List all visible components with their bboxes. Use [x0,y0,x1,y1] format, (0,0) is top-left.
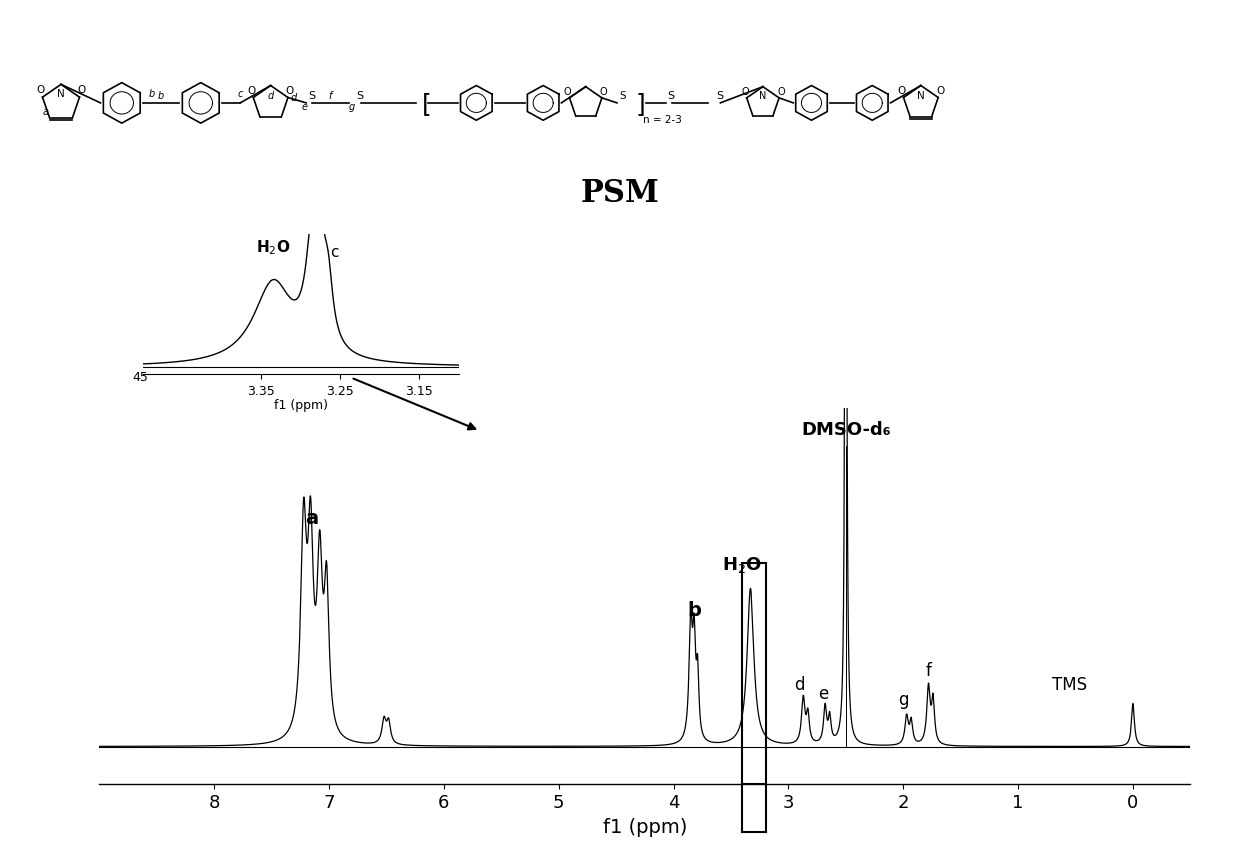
Text: S: S [667,91,675,101]
X-axis label: f1 (ppm): f1 (ppm) [603,817,687,836]
Text: O: O [742,86,749,96]
Text: d: d [268,90,274,101]
Text: DMSO-d₆: DMSO-d₆ [801,421,890,439]
Text: g: g [898,690,909,708]
Text: b: b [687,600,701,619]
Text: S: S [619,91,625,101]
Text: S: S [308,91,315,101]
Text: a: a [42,107,48,117]
Text: b: b [149,89,155,99]
Text: H$_2$O: H$_2$O [255,238,290,256]
Text: O: O [36,85,45,95]
X-axis label: f1 (ppm): f1 (ppm) [274,399,327,412]
Text: O: O [777,86,785,96]
Text: O: O [600,86,608,96]
Text: TMS: TMS [1053,676,1087,694]
Text: 45: 45 [133,371,148,383]
Text: b: b [159,91,165,101]
Text: H$_2$O: H$_2$O [723,555,763,574]
Text: e: e [817,684,828,702]
Text: n = 2-3: n = 2-3 [642,115,682,125]
Text: O: O [247,85,255,95]
Text: g: g [348,101,355,112]
Text: a: a [305,509,319,527]
Text: N: N [918,90,925,101]
Text: f: f [329,91,332,101]
Text: c: c [330,245,339,260]
Text: S: S [715,91,723,101]
Text: S: S [357,91,363,101]
Text: O: O [285,85,294,95]
Text: d: d [795,676,805,694]
Text: ]: ] [635,92,645,116]
Text: O: O [564,86,572,96]
Text: N: N [57,89,64,100]
Text: e: e [301,101,308,112]
Text: PSM: PSM [580,178,660,209]
Text: d: d [291,94,298,103]
Text: f: f [925,661,931,679]
Text: O: O [898,85,906,95]
Text: O: O [936,85,944,95]
Text: N: N [759,91,766,101]
Text: c: c [238,89,243,99]
Bar [743,563,766,784]
Text: [: [ [422,92,432,116]
Text: O: O [77,85,86,95]
